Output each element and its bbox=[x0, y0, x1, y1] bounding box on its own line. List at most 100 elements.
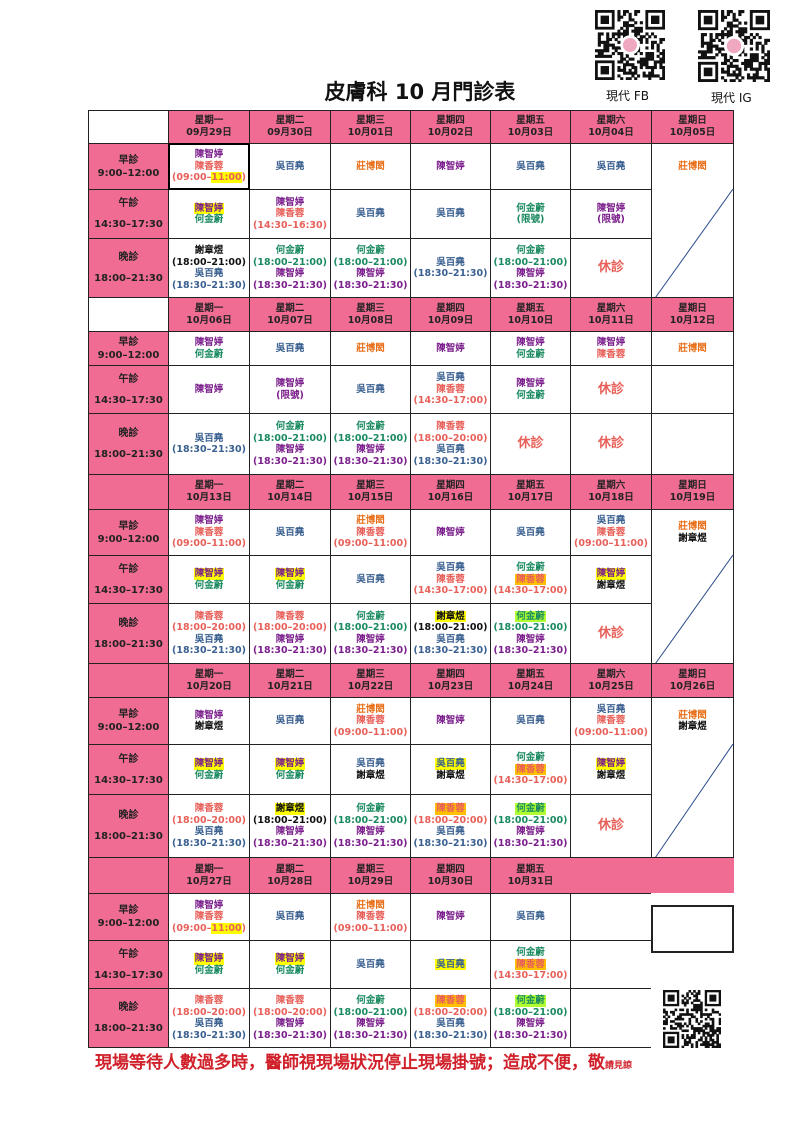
doctor-name[interactable]: 謝章煜 bbox=[194, 721, 224, 732]
doctor-name[interactable]: 吳百堯 bbox=[436, 826, 465, 837]
schedule-cell[interactable]: 陳智婷 何金蔚 bbox=[249, 555, 331, 604]
doctor-name[interactable]: 陳香蓉 bbox=[194, 526, 224, 538]
schedule-cell[interactable]: 何金蔚 陳香蓉 (14:30–17:00) bbox=[490, 940, 571, 989]
doctor-name[interactable]: 何金蔚 bbox=[516, 389, 545, 401]
doctor-name[interactable]: 陳香蓉 bbox=[275, 995, 305, 1006]
doctor-name[interactable]: 陳智婷 bbox=[516, 633, 545, 645]
doctor-name[interactable]: 吳百堯 bbox=[194, 268, 224, 279]
schedule-cell[interactable]: 謝章煜 (18:00–21:00) 吳百堯 (18:30–21:30) bbox=[168, 238, 250, 298]
doctor-name[interactable]: 吳百堯 bbox=[436, 1018, 465, 1029]
schedule-cell[interactable]: 莊博閎 陳香蓉 (09:00–11:00) bbox=[330, 509, 411, 556]
schedule-cell[interactable]: 休診 bbox=[490, 413, 571, 475]
doctor-name[interactable]: 陳智婷 bbox=[596, 202, 626, 214]
schedule-cell[interactable]: 何金蔚 (18:00–21:00) 陳智婷 (18:30–21:30) bbox=[330, 603, 411, 664]
doctor-name[interactable]: 吳百堯 bbox=[275, 715, 305, 727]
ig-qr-code[interactable] bbox=[698, 10, 771, 83]
doctor-name[interactable]: 吳百堯 bbox=[435, 758, 466, 770]
schedule-cell[interactable] bbox=[651, 413, 734, 475]
schedule-cell[interactable]: 何金蔚 (18:00–21:00) 陳智婷 (18:30–21:30) bbox=[249, 413, 331, 475]
doctor-name[interactable]: 陳智婷 bbox=[596, 337, 626, 348]
schedule-cell[interactable]: 陳香蓉 (18:00–20:00) 吳百堯 (18:30–21:30) bbox=[410, 794, 491, 858]
doctor-name[interactable]: 吳百堯 bbox=[516, 526, 545, 538]
schedule-cell[interactable]: 吳百堯 bbox=[490, 509, 571, 556]
doctor-name[interactable]: 謝章煜 bbox=[435, 610, 466, 622]
schedule-cell[interactable]: 何金蔚 陳香蓉 (14:30–17:00) bbox=[490, 744, 571, 795]
schedule-cell[interactable]: 吳百堯 陳香蓉 (09:00–11:00) bbox=[570, 509, 652, 556]
schedule-cell[interactable]: 陳智婷 陳香蓉 (14:30–16:30) bbox=[249, 189, 331, 239]
schedule-cell[interactable]: 吳百堯 bbox=[570, 143, 652, 190]
doctor-name[interactable]: 吳百堯 bbox=[436, 372, 465, 384]
doctor-name[interactable]: 莊博閎 bbox=[678, 160, 707, 172]
doctor-name[interactable]: 吳百堯 bbox=[356, 573, 385, 585]
schedule-cell[interactable]: 何金蔚 (限號) bbox=[490, 189, 571, 239]
doctor-name[interactable]: 莊博閎 bbox=[356, 342, 385, 354]
schedule-cell[interactable]: 何金蔚 陳香蓉 (14:30–17:00) bbox=[490, 555, 571, 604]
schedule-cell[interactable]: 吳百堯 bbox=[410, 189, 491, 239]
schedule-cell[interactable]: 吳百堯 bbox=[490, 893, 571, 941]
schedule-cell[interactable]: 何金蔚 (18:00–21:00) 陳智婷 (18:30–21:30) bbox=[490, 603, 571, 664]
schedule-cell[interactable]: 陳智婷 何金蔚 bbox=[168, 189, 250, 239]
doctor-name[interactable]: 莊博閎 bbox=[678, 521, 707, 532]
doctor-name[interactable]: 陳香蓉 bbox=[515, 763, 546, 776]
schedule-cell[interactable]: 莊博閎 陳香蓉 (09:00–11:00) bbox=[330, 697, 411, 745]
doctor-name[interactable]: 陳智婷 bbox=[275, 826, 305, 837]
schedule-cell[interactable]: 吳百堯 bbox=[410, 940, 491, 989]
doctor-name[interactable]: 陳智婷 bbox=[436, 911, 465, 923]
doctor-name[interactable]: 陳香蓉 bbox=[356, 715, 385, 727]
doctor-name[interactable]: 吳百堯 bbox=[194, 1018, 224, 1029]
schedule-cell[interactable]: 何金蔚 (18:00–21:00) 陳智婷 (18:30–21:30) bbox=[330, 988, 411, 1048]
doctor-name[interactable]: 陳香蓉 bbox=[275, 610, 305, 622]
doctor-name[interactable]: 陳智婷 bbox=[194, 515, 224, 527]
doctor-name[interactable]: 陳智婷 bbox=[194, 383, 224, 395]
schedule-cell[interactable]: 陳香蓉 (18:00–20:00) 吳百堯 (18:30–21:30) bbox=[410, 413, 491, 475]
schedule-cell[interactable]: 陳智婷 陳香蓉 bbox=[570, 331, 652, 366]
doctor-name[interactable]: 吳百堯 bbox=[436, 562, 465, 574]
doctor-name[interactable]: 陳香蓉 bbox=[435, 803, 466, 815]
doctor-name[interactable]: 何金蔚 bbox=[356, 610, 385, 622]
schedule-cell[interactable] bbox=[651, 744, 734, 795]
doctor-name[interactable]: 陳智婷 bbox=[436, 342, 465, 354]
schedule-cell[interactable]: 吳百堯 bbox=[330, 555, 411, 604]
doctor-name[interactable]: 何金蔚 bbox=[194, 214, 224, 225]
doctor-name[interactable]: 何金蔚 bbox=[275, 245, 305, 256]
schedule-cell[interactable]: 陳智婷 bbox=[410, 893, 491, 941]
doctor-name[interactable]: 陳香蓉 bbox=[436, 573, 465, 585]
schedule-cell[interactable]: 吳百堯 bbox=[249, 893, 331, 941]
schedule-cell[interactable]: 謝章煜 (18:00–21:00) 吳百堯 (18:30–21:30) bbox=[410, 603, 491, 664]
doctor-name[interactable]: 吳百堯 bbox=[436, 256, 465, 268]
schedule-cell[interactable]: 陳智婷 bbox=[168, 365, 250, 414]
schedule-cell[interactable]: 陳智婷 謝章煜 bbox=[168, 697, 250, 745]
doctor-name[interactable]: 陳智婷 bbox=[194, 709, 224, 721]
schedule-cell[interactable]: 莊博閎 bbox=[330, 143, 411, 190]
schedule-cell[interactable]: 休診 bbox=[570, 238, 652, 298]
schedule-cell[interactable]: 吳百堯 陳香蓉 (14:30–17:00) bbox=[410, 365, 491, 414]
schedule-cell[interactable]: 吳百堯 bbox=[330, 365, 411, 414]
doctor-name[interactable]: 陳智婷 bbox=[194, 149, 224, 161]
doctor-name[interactable]: 謝章煜 bbox=[194, 245, 224, 256]
schedule-cell[interactable]: 陳智婷 何金蔚 bbox=[168, 555, 250, 604]
schedule-cell[interactable]: 吳百堯 bbox=[249, 509, 331, 556]
doctor-name[interactable]: 吳百堯 bbox=[356, 383, 385, 395]
doctor-name[interactable]: 吳百堯 bbox=[356, 758, 385, 769]
doctor-name[interactable]: 何金蔚 bbox=[516, 348, 545, 360]
schedule-cell[interactable]: 陳香蓉 (18:00–20:00) 吳百堯 (18:30–21:30) bbox=[168, 603, 250, 664]
doctor-name[interactable]: 陳智婷 bbox=[274, 758, 306, 770]
doctor-name[interactable]: 何金蔚 bbox=[516, 752, 545, 764]
doctor-name[interactable]: 陳香蓉 bbox=[515, 573, 546, 586]
doctor-name[interactable]: 陳智婷 bbox=[275, 378, 305, 389]
schedule-cell[interactable]: 何金蔚 (18:00–21:00) 陳智婷 (18:30–21:30) bbox=[490, 238, 571, 298]
schedule-cell[interactable] bbox=[651, 603, 734, 664]
doctor-name[interactable]: 何金蔚 bbox=[356, 245, 385, 256]
doctor-name[interactable]: 陳香蓉 bbox=[596, 526, 626, 538]
doctor-name[interactable]: 謝章煜 bbox=[274, 803, 306, 815]
doctor-name[interactable]: 吳百堯 bbox=[435, 958, 466, 971]
doctor-name[interactable]: 陳香蓉 bbox=[194, 610, 224, 622]
schedule-cell[interactable]: 陳智婷 謝章煜 bbox=[570, 744, 652, 795]
schedule-cell[interactable]: 陳香蓉 (18:00–20:00) 吳百堯 (18:30–21:30) bbox=[168, 988, 250, 1048]
schedule-cell[interactable] bbox=[651, 794, 734, 858]
doctor-name[interactable]: 莊博閎 bbox=[678, 342, 707, 354]
doctor-name[interactable]: 何金蔚 bbox=[194, 769, 224, 781]
schedule-cell[interactable] bbox=[570, 940, 652, 989]
doctor-name[interactable]: 吳百堯 bbox=[275, 160, 305, 172]
doctor-name[interactable]: 陳智婷 bbox=[194, 899, 224, 911]
